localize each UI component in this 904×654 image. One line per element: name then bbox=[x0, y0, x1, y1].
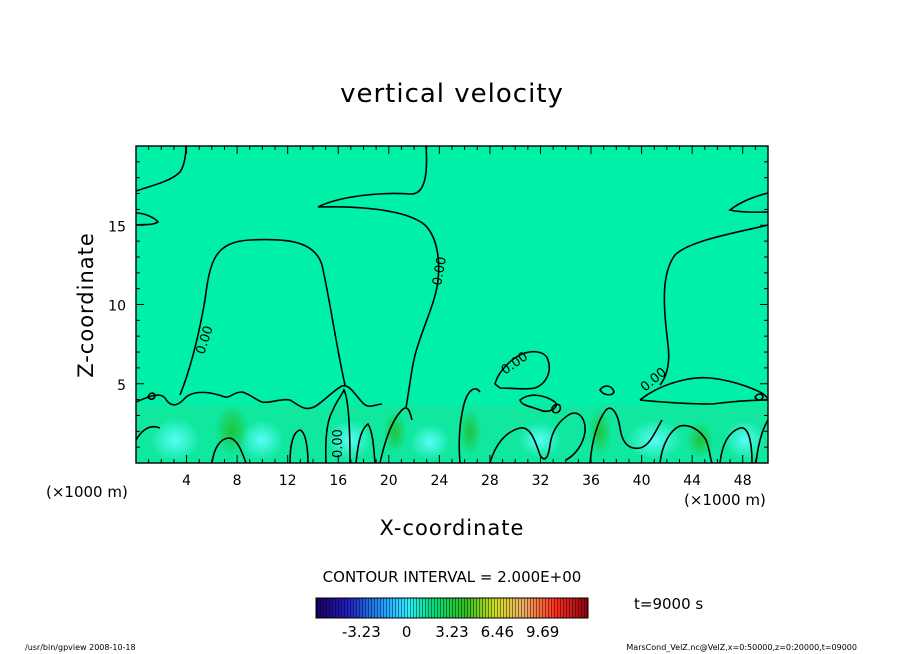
y-tick-label: 15 bbox=[108, 219, 126, 235]
footer-right: MarsCond_VelZ.nc@VelZ,x=0:50000,z=0:2000… bbox=[626, 643, 857, 652]
x-tick-label: 8 bbox=[233, 473, 242, 489]
y-tick-label: 10 bbox=[108, 299, 126, 315]
colorbar-tick-label: 9.69 bbox=[526, 623, 559, 641]
x-tick-label: 20 bbox=[380, 473, 398, 489]
x-axis-ticks: 4 8 12 16 20 24 28 32 36 40 44 48 bbox=[148, 146, 756, 489]
x-tick-label: 32 bbox=[532, 473, 550, 489]
x-tick-label: 28 bbox=[481, 473, 499, 489]
colorbar: -3.23 0 3.23 6.46 9.69 bbox=[315, 597, 589, 641]
colorbar-tick-label: -3.23 bbox=[342, 623, 381, 641]
colorbar-tick-label: 0 bbox=[402, 623, 412, 641]
x-tick-label: 4 bbox=[182, 473, 191, 489]
y-axis-ticks: 5 10 15 bbox=[108, 161, 768, 448]
x-unit-label-right: (×1000 m) bbox=[684, 491, 766, 509]
colorbar-tick-label: 6.46 bbox=[481, 623, 514, 641]
x-tick-label: 36 bbox=[582, 473, 600, 489]
x-unit-label-left: (×1000 m) bbox=[46, 483, 128, 501]
x-axis-title: X-coordinate bbox=[380, 516, 525, 540]
colorbar-ticks: -3.23 0 3.23 6.46 9.69 bbox=[342, 623, 559, 641]
y-axis-title: Z-coordinate bbox=[74, 232, 98, 378]
y-tick-label: 5 bbox=[117, 378, 126, 394]
colorbar-tick-label: 3.23 bbox=[435, 623, 468, 641]
x-tick-label: 16 bbox=[329, 473, 347, 489]
x-tick-label: 40 bbox=[633, 473, 651, 489]
contour-lines bbox=[136, 146, 768, 463]
x-tick-label: 12 bbox=[279, 473, 297, 489]
contour-interval-text: CONTOUR INTERVAL = 2.000E+00 bbox=[323, 568, 582, 586]
x-tick-label: 44 bbox=[683, 473, 701, 489]
contour-label: 0.00 bbox=[430, 256, 450, 287]
x-tick-label: 48 bbox=[734, 473, 752, 489]
contour-label: 0.00 bbox=[331, 429, 346, 458]
x-tick-label: 24 bbox=[430, 473, 448, 489]
chart-title: vertical velocity bbox=[340, 79, 564, 109]
time-label: t=9000 s bbox=[634, 595, 703, 613]
footer-left: /usr/bin/gpview 2008-10-18 bbox=[25, 643, 136, 652]
surface-layer-shading bbox=[136, 404, 768, 463]
